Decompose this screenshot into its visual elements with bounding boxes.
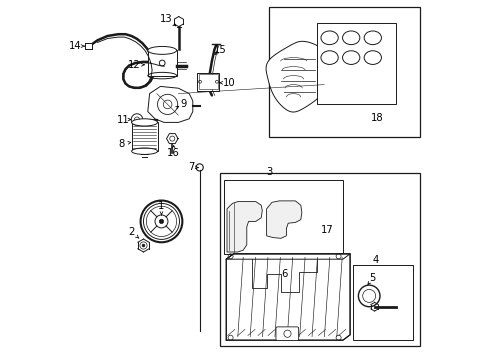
Ellipse shape <box>148 46 176 54</box>
Bar <box>220 173 419 346</box>
Text: 2: 2 <box>128 227 135 237</box>
FancyBboxPatch shape <box>276 327 298 341</box>
Text: 13: 13 <box>160 14 173 24</box>
Text: 3: 3 <box>267 167 272 177</box>
Bar <box>148 50 176 76</box>
Text: 8: 8 <box>118 139 124 149</box>
Bar <box>224 180 343 254</box>
Polygon shape <box>226 254 350 340</box>
Text: 5: 5 <box>369 273 376 283</box>
Text: 16: 16 <box>168 148 180 158</box>
Text: 11: 11 <box>117 114 130 125</box>
Bar <box>270 7 420 137</box>
Circle shape <box>159 219 164 224</box>
Bar <box>85 43 92 49</box>
Ellipse shape <box>132 148 157 154</box>
Polygon shape <box>266 41 338 112</box>
Bar <box>132 122 157 151</box>
Bar <box>199 74 218 89</box>
Bar <box>197 73 219 91</box>
Bar <box>317 23 396 104</box>
Text: 18: 18 <box>371 113 384 123</box>
Text: 17: 17 <box>320 225 334 235</box>
Text: 14: 14 <box>69 41 81 51</box>
Polygon shape <box>227 202 262 252</box>
Text: 1: 1 <box>158 201 165 211</box>
Text: 10: 10 <box>222 78 235 88</box>
Text: 9: 9 <box>180 99 186 109</box>
Circle shape <box>142 244 145 247</box>
Text: 7: 7 <box>189 162 195 172</box>
Text: 12: 12 <box>128 60 141 70</box>
Polygon shape <box>148 86 193 122</box>
Text: 4: 4 <box>372 255 378 265</box>
Text: 15: 15 <box>214 45 227 55</box>
Ellipse shape <box>132 119 157 126</box>
Bar <box>353 265 414 340</box>
Text: 6: 6 <box>281 269 288 279</box>
Polygon shape <box>267 201 302 238</box>
